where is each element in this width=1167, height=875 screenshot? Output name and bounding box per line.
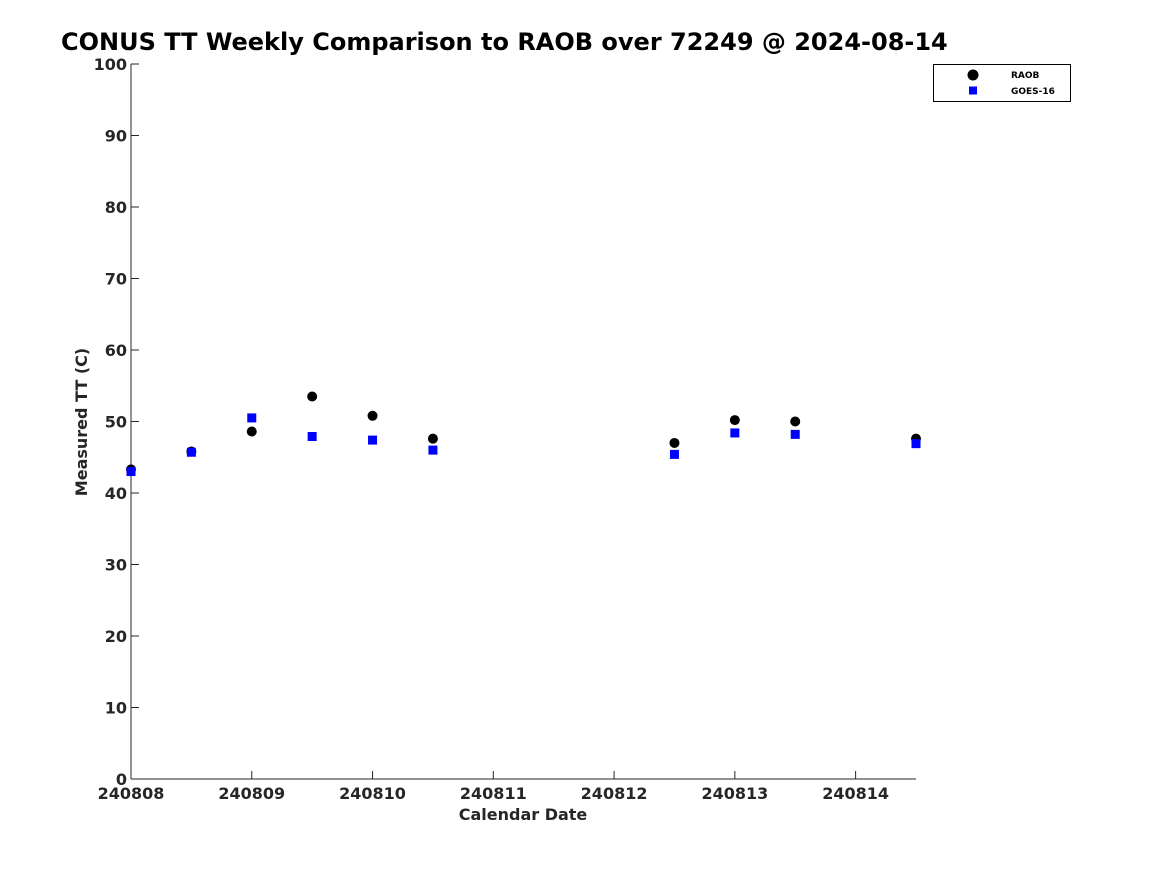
y-tick-label: 0 [116,770,127,789]
series-raob [126,391,921,475]
data-point [669,437,680,448]
x-tick-label: 240808 [98,784,165,803]
x-tick-label: 240809 [218,784,285,803]
y-tick-label: 30 [105,556,127,575]
data-point [126,467,136,477]
x-tick-label: 240812 [581,784,648,803]
x-axis-ticks: 240808 240809 240810 240811 240812 240813 2408… [98,771,889,803]
data-point [428,445,438,455]
series-goes-16 [126,413,921,477]
x-tick-label: 240811 [460,784,527,803]
y-tick-label: 10 [105,699,127,718]
data-point [729,415,740,426]
y-tick-label: 20 [105,627,127,646]
x-axis-label: Calendar Date [459,805,588,824]
legend-marker-goes-16 [969,86,977,95]
y-tick-label: 100 [94,55,127,74]
legend: RAOB GOES-16 [933,64,1071,102]
legend-box [933,64,1071,102]
data-point [307,391,318,402]
y-tick-label: 50 [105,413,127,432]
data-point [790,429,800,439]
data-point [247,413,257,423]
data-point [307,432,317,442]
data-point [367,410,378,421]
y-tick-label: 70 [105,270,127,289]
x-tick-label: 240814 [822,784,889,803]
data-point [790,416,801,427]
y-tick-label: 80 [105,198,127,217]
data-points [126,391,921,477]
data-point [186,447,196,457]
legend-label-raob: RAOB [1011,71,1040,81]
y-tick-label: 60 [105,341,127,360]
data-point [911,439,921,449]
y-tick-label: 90 [105,127,127,146]
data-point [427,433,438,444]
y-axis-label: Measured TT (C) [72,348,91,496]
legend-label-goes-16: GOES-16 [1011,87,1055,97]
data-point [246,426,257,437]
chart-title: CONUS TT Weekly Comparison to RAOB over … [61,28,948,56]
y-axis-ticks: 0 10 20 30 40 50 60 70 80 90 100 [94,55,139,789]
x-tick-label: 240810 [339,784,406,803]
data-point [669,449,679,459]
x-tick-label: 240813 [701,784,768,803]
y-tick-label: 40 [105,484,127,503]
data-point [730,428,740,438]
legend-marker-raob [967,69,979,81]
data-point [368,435,378,445]
